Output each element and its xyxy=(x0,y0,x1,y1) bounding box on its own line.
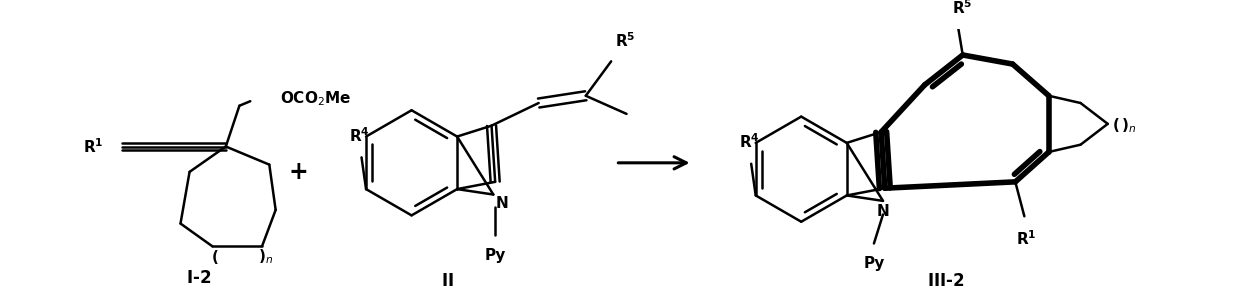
Text: $\mathbf{I}$-$\mathbf{2}$: $\mathbf{I}$-$\mathbf{2}$ xyxy=(186,269,211,287)
Text: )$_n$: )$_n$ xyxy=(258,248,273,267)
Text: (: ( xyxy=(212,250,218,265)
Text: $\mathbf{III}$-$\mathbf{2}$: $\mathbf{III}$-$\mathbf{2}$ xyxy=(928,272,965,289)
Text: N: N xyxy=(495,196,508,211)
Text: ($\,$)$_n$: ($\,$)$_n$ xyxy=(1112,116,1137,135)
Text: Py: Py xyxy=(863,256,884,271)
Text: $\mathregular{R^1}$: $\mathregular{R^1}$ xyxy=(1016,229,1037,248)
Text: Py: Py xyxy=(485,248,506,263)
Text: $\mathregular{R^4}$: $\mathregular{R^4}$ xyxy=(739,132,760,151)
Text: N: N xyxy=(877,203,889,218)
Text: +: + xyxy=(289,160,309,184)
Text: $\mathregular{R^5}$: $\mathregular{R^5}$ xyxy=(615,32,635,50)
Text: $\mathregular{R^5}$: $\mathregular{R^5}$ xyxy=(952,0,973,17)
Text: $\mathbf{II}$: $\mathbf{II}$ xyxy=(441,272,454,289)
Text: $\mathregular{R^1}$: $\mathregular{R^1}$ xyxy=(83,137,103,156)
Text: OCO$_2$Me: OCO$_2$Me xyxy=(280,89,351,108)
Text: $\mathregular{R^4}$: $\mathregular{R^4}$ xyxy=(350,126,370,145)
